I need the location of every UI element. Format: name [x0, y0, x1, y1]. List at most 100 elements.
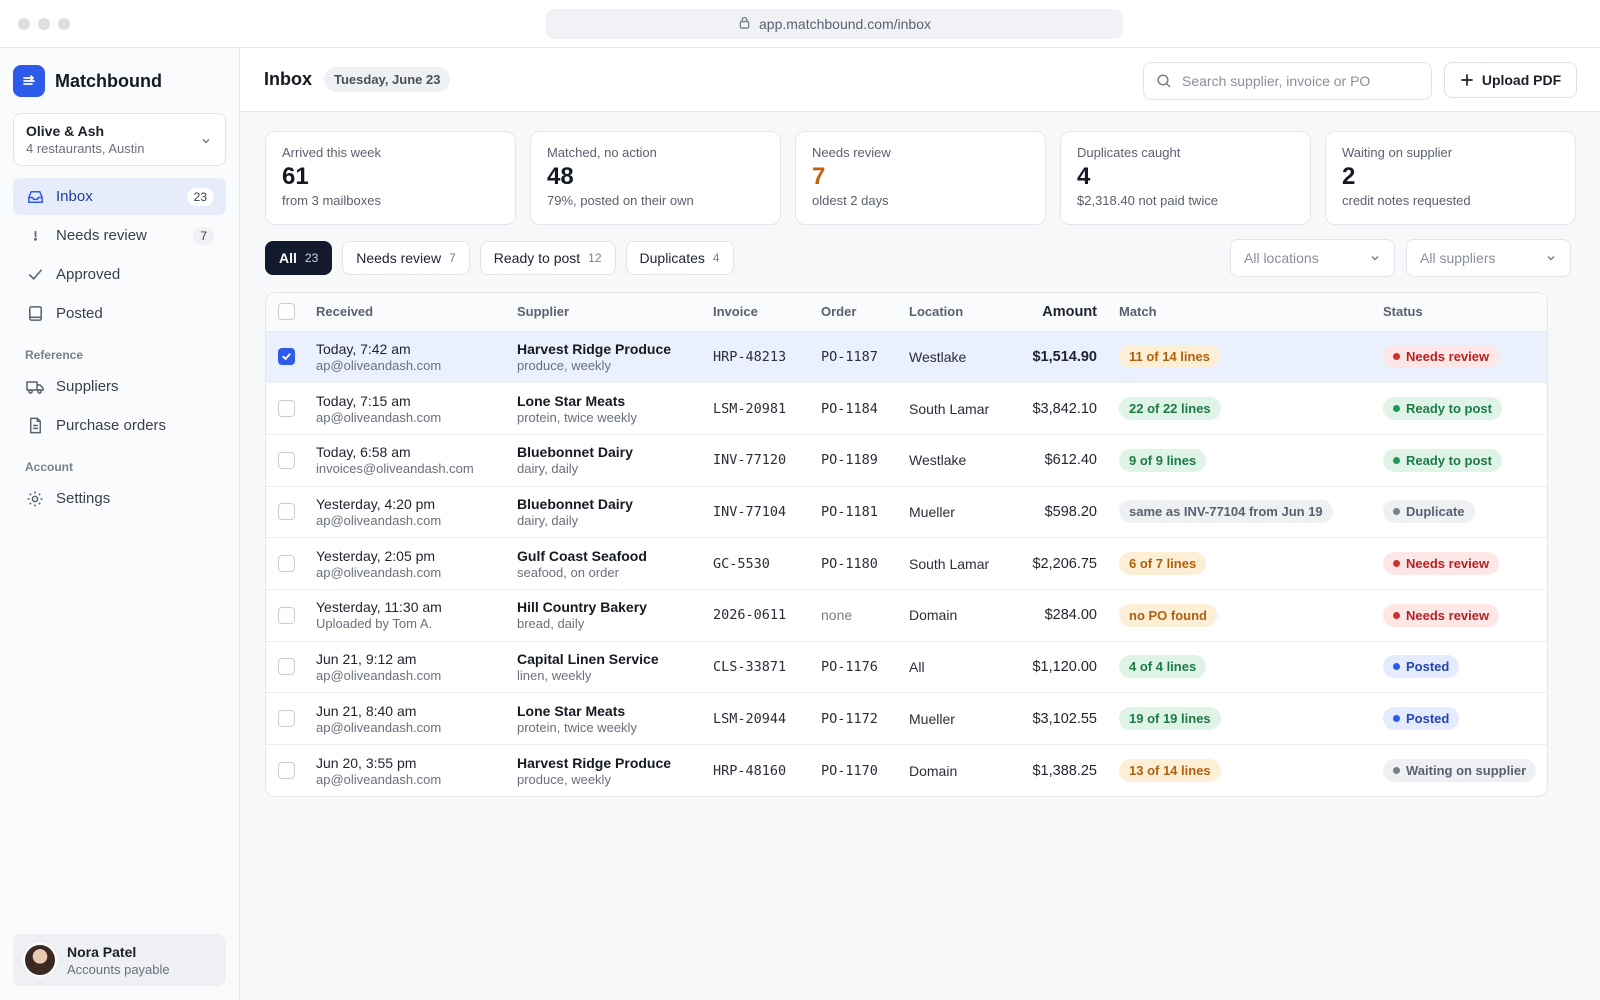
- received-from: ap@oliveandash.com: [316, 409, 442, 425]
- row-checkbox[interactable]: [278, 503, 295, 521]
- card-arrived[interactable]: Arrived this week 61 from 3 mailboxes: [265, 131, 516, 225]
- sidebar-item-posted[interactable]: Posted: [13, 295, 226, 332]
- exclamation-icon: [25, 226, 45, 246]
- table-row[interactable]: Yesterday, 11:30 am Uploaded by Tom A. Hi…: [266, 589, 1547, 642]
- table-row[interactable]: Jun 21, 9:12 am ap@oliveandash.com Capita…: [266, 641, 1547, 694]
- select-all-checkbox[interactable]: [278, 303, 295, 321]
- tab-duplicates[interactable]: Duplicates 4: [625, 241, 734, 275]
- table-row[interactable]: Today, 7:15 am ap@oliveandash.com Lone St…: [266, 382, 1547, 435]
- avatar: [23, 943, 57, 977]
- supplier-name[interactable]: Bluebonnet Dairy: [517, 495, 633, 512]
- status-dot-icon: [1393, 611, 1400, 619]
- gear-icon: [25, 489, 45, 509]
- suppliers-select[interactable]: All suppliers: [1406, 239, 1571, 277]
- match-badge: 22 of 22 lines: [1119, 397, 1221, 421]
- row-checkbox[interactable]: [278, 348, 295, 366]
- card-subtitle: credit notes requested: [1342, 193, 1471, 208]
- status-dot-icon: [1393, 767, 1400, 775]
- order-number: none: [821, 589, 909, 642]
- column-header-supplier[interactable]: Supplier: [517, 293, 713, 332]
- row-checkbox[interactable]: [278, 451, 295, 469]
- sidebar-item-settings[interactable]: Settings: [13, 480, 226, 517]
- supplier-name[interactable]: Lone Star Meats: [517, 702, 626, 719]
- row-checkbox[interactable]: [278, 555, 295, 573]
- table-row[interactable]: Today, 6:58 am invoices@oliveandash.com B…: [266, 434, 1547, 487]
- table-row[interactable]: Today, 7:42 am ap@oliveandash.com Harvest…: [266, 331, 1547, 384]
- url-bar[interactable]: app.matchbound.com/inbox: [546, 9, 1123, 39]
- supplier-name[interactable]: Hill Country Bakery: [517, 599, 647, 616]
- supplier-name[interactable]: Harvest Ridge Produce: [517, 340, 672, 357]
- supplier-name[interactable]: Bluebonnet Dairy: [517, 444, 633, 461]
- sidebar-item-label: Purchase orders: [56, 417, 167, 434]
- status-badge: Needs review: [1383, 552, 1500, 576]
- tab-ready-to-post[interactable]: Ready to post 12: [479, 241, 616, 275]
- brand[interactable]: Matchbound: [13, 64, 226, 98]
- table-row[interactable]: Yesterday, 2:05 pm ap@oliveandash.com Gul…: [266, 537, 1547, 590]
- card-matched[interactable]: Matched, no action 48 79%, posted on the…: [530, 131, 781, 225]
- column-header-amount[interactable]: Amount: [1009, 293, 1119, 332]
- supplier-name[interactable]: Capital Linen Service: [517, 650, 659, 667]
- browser-chrome: app.matchbound.com/inbox: [0, 0, 1600, 48]
- row-checkbox[interactable]: [278, 762, 295, 780]
- upload-pdf-button[interactable]: Upload PDF: [1444, 62, 1577, 98]
- supplier-name[interactable]: Harvest Ridge Produce: [517, 754, 672, 771]
- row-checkbox[interactable]: [278, 400, 295, 418]
- sidebar-item-inbox[interactable]: Inbox 23: [13, 178, 226, 215]
- table-row[interactable]: Jun 20, 3:55 pm ap@oliveandash.com Harves…: [266, 745, 1547, 797]
- minimize-window-button[interactable]: [38, 17, 50, 30]
- received-from: invoices@oliveandash.com: [316, 461, 474, 477]
- date-pill: Tuesday, June 23: [324, 67, 451, 92]
- status-dot-icon: [1393, 405, 1400, 413]
- table-row[interactable]: Jun 21, 8:40 am ap@oliveandash.com Lone S…: [266, 692, 1547, 745]
- location: South Lamar: [909, 382, 1009, 435]
- tab-all[interactable]: All 23: [265, 241, 333, 275]
- card-needs-review[interactable]: Needs review 7 oldest 2 days: [795, 131, 1046, 225]
- row-checkbox[interactable]: [278, 710, 295, 728]
- tab-needs-review[interactable]: Needs review 7: [342, 241, 470, 275]
- maximize-window-button[interactable]: [58, 17, 70, 30]
- card-waiting[interactable]: Waiting on supplier 2 credit notes reque…: [1325, 131, 1576, 225]
- order-number: PO-1184: [821, 382, 909, 435]
- user-profile[interactable]: Nora Patel Accounts payable: [13, 934, 226, 986]
- card-duplicates[interactable]: Duplicates caught 4 $2,318.40 not paid t…: [1060, 131, 1311, 225]
- received-from: Uploaded by Tom A.: [316, 616, 433, 632]
- status-label: Needs review: [1406, 556, 1490, 572]
- sidebar-item-suppliers[interactable]: Suppliers: [13, 368, 226, 405]
- table-row[interactable]: Yesterday, 4:20 pm ap@oliveandash.com Blu…: [266, 486, 1547, 539]
- received-time: Yesterday, 11:30 am: [316, 599, 442, 616]
- invoice-number: LSM-20944: [713, 692, 821, 745]
- location: Westlake: [909, 434, 1009, 487]
- locations-select[interactable]: All locations: [1230, 239, 1395, 277]
- sidebar-item-purchase-orders[interactable]: Purchase orders: [13, 407, 226, 444]
- supplier-name[interactable]: Lone Star Meats: [517, 392, 626, 409]
- sidebar-item-approved[interactable]: Approved: [13, 256, 226, 293]
- filter-tabs: All 23 Needs review 7 Ready to post 12 D…: [265, 241, 734, 275]
- close-window-button[interactable]: [18, 17, 30, 30]
- sidebar-item-needs-review[interactable]: Needs review 7: [13, 217, 226, 254]
- user-role: Accounts payable: [67, 961, 170, 977]
- supplier-name[interactable]: Gulf Coast Seafood: [517, 547, 647, 564]
- received-time: Today, 7:15 am: [316, 392, 411, 409]
- sidebar-item-label: Suppliers: [56, 378, 119, 395]
- org-name: Olive & Ash: [26, 123, 105, 139]
- search-box[interactable]: [1143, 62, 1432, 100]
- column-header-match[interactable]: Match: [1119, 293, 1383, 332]
- inbox-count-badge: 23: [186, 187, 214, 206]
- card-subtitle: 79%, posted on their own: [547, 193, 694, 208]
- column-header-received[interactable]: Received: [316, 293, 517, 332]
- row-checkbox[interactable]: [278, 658, 295, 676]
- column-header-order[interactable]: Order: [821, 293, 909, 332]
- column-header-status[interactable]: Status: [1383, 293, 1547, 332]
- column-header-location[interactable]: Location: [909, 293, 1009, 332]
- column-header-invoice[interactable]: Invoice: [713, 293, 821, 332]
- status-dot-icon: [1393, 560, 1400, 568]
- org-switcher[interactable]: Olive & Ash 4 restaurants, Austin: [13, 113, 226, 166]
- location: South Lamar: [909, 537, 1009, 590]
- search-input[interactable]: [1182, 73, 1412, 89]
- row-checkbox[interactable]: [278, 606, 295, 624]
- amount: $284.00: [1009, 589, 1119, 642]
- match-badge: 9 of 9 lines: [1119, 448, 1207, 472]
- received-time: Jun 21, 9:12 am: [316, 650, 417, 667]
- invoice-number: CLS-33871: [713, 641, 821, 694]
- location: Mueller: [909, 486, 1009, 539]
